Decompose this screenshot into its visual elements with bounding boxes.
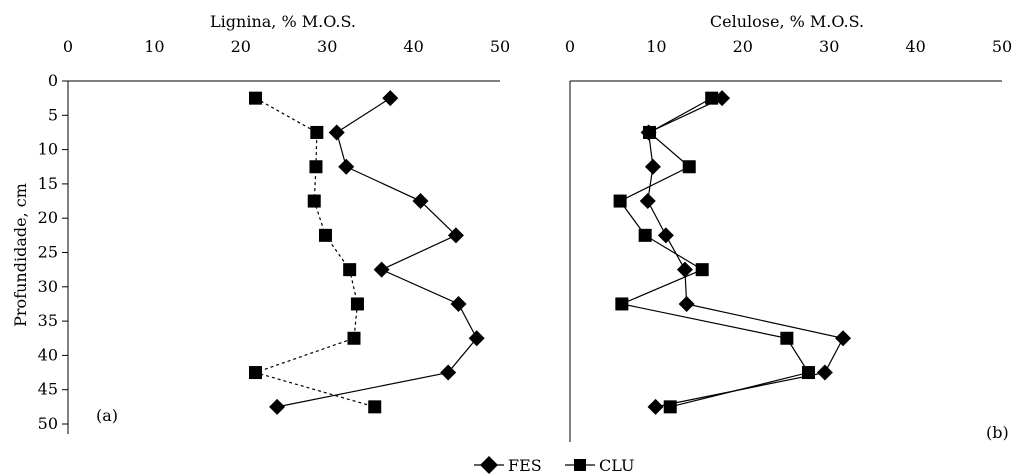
panel-b-fes-point [647,398,664,415]
panel-b-clu-point [615,297,629,311]
panel-b-fes-line [647,97,844,408]
panel-a-y-tick-label: 20 [38,208,58,227]
panel-a-clu-point [307,194,321,208]
panel-a-label: (a) [96,406,118,425]
panel-b-x-tick-label: 0 [565,37,575,56]
panel-b-x-tick-label: 40 [905,37,925,56]
panel-b-clu-point [695,263,709,277]
panel-b-clu-point [801,366,815,380]
panel-a-x-tick-label: 20 [231,37,251,56]
panel-b-title: Celulose, % M.O.S. [710,12,864,31]
panel-b-clu-point [638,228,652,242]
panel-a-clu-point [309,160,323,174]
panel-a-x-tick-label: 30 [317,37,337,56]
panel-a-x-tick-label: 40 [403,37,423,56]
panel-a-clu-point [310,125,324,139]
panel-b-fes-point [639,193,656,210]
panel-a-fes-point [382,90,399,107]
panel-b-clu-point [780,331,794,345]
panel-a-clu-point [248,366,262,380]
panel-b-clu-point [705,91,719,105]
panel-a-y-tick-label: 25 [38,243,58,262]
panel-a-y-tick-label: 45 [38,380,58,399]
panel-a-y-tick-label: 10 [38,140,58,159]
panel-a-y-tick-label: 0 [48,71,58,90]
panel-b-fes-point [676,261,693,278]
panel-a-y-tick-label: 30 [38,277,58,296]
panel-b-clu-point [682,160,696,174]
panel-a-fes-point [447,227,464,244]
panel-a-fes-line [276,97,478,408]
legend-clu-marker [574,459,586,471]
panel-b-clu-point [663,400,677,414]
plot-layer: 0 10 20 30 40 50 0 5 10 15 20 25 30 35 40 45 50 0 10 20 30 40… [38,37,1012,442]
legend: FES CLU [474,456,634,475]
panel-b-label: (b) [986,423,1009,442]
panel-b-x-tick-label: 30 [819,37,839,56]
panel-a-title: Lignina, % M.O.S. [210,12,356,31]
panel-b-clu-point [642,125,656,139]
panel-a-fes-point [338,158,355,175]
panel-a-clu-point [350,297,364,311]
panel-a-y-tick-label: 40 [38,345,58,364]
panel-a-clu-point [343,263,357,277]
panel-b-fes-point [644,158,661,175]
panel-b-x-tick-label: 10 [646,37,666,56]
panel-a-y-tick-label: 15 [38,174,58,193]
legend-clu-label: CLU [599,456,634,475]
panel-a-clu-point [368,400,382,414]
panel-b-clu-line [619,97,810,408]
panel-a-x-tick-label: 0 [63,37,73,56]
legend-fes-marker [480,456,498,474]
panel-a-y-tick-label: 5 [48,105,58,124]
panel-b-x-tick-label: 20 [733,37,753,56]
legend-fes-label: FES [508,456,542,475]
panel-a-fes-point [440,364,457,381]
panel-a-clu-point [248,91,262,105]
panel-b-fes-point [816,364,833,381]
panel-a-x-tick-label: 10 [144,37,164,56]
panel-a-fes-point [373,261,390,278]
panel-a-fes-point [328,124,345,141]
panel-a-fes-point [269,398,286,415]
panel-b-x-tick-label: 50 [992,37,1012,56]
panel-a-y-tick-label: 35 [38,311,58,330]
panel-b-fes-point [678,295,695,312]
panel-a-fes-point [450,295,467,312]
panel-a-fes-point [412,193,429,210]
panel-a-fes-point [468,330,485,347]
panel-b-clu-point [613,194,627,208]
panel-b-fes-point [657,227,674,244]
panel-b-fes-point [835,330,852,347]
panel-a-clu-point [347,331,361,345]
panel-a-y-tick-label: 50 [38,414,58,433]
y-axis-label: Profundidade, cm [11,183,30,327]
panel-a-clu-point [318,228,332,242]
panel-a-x-tick-label: 50 [490,37,510,56]
panel-a-clu-line [253,97,375,408]
